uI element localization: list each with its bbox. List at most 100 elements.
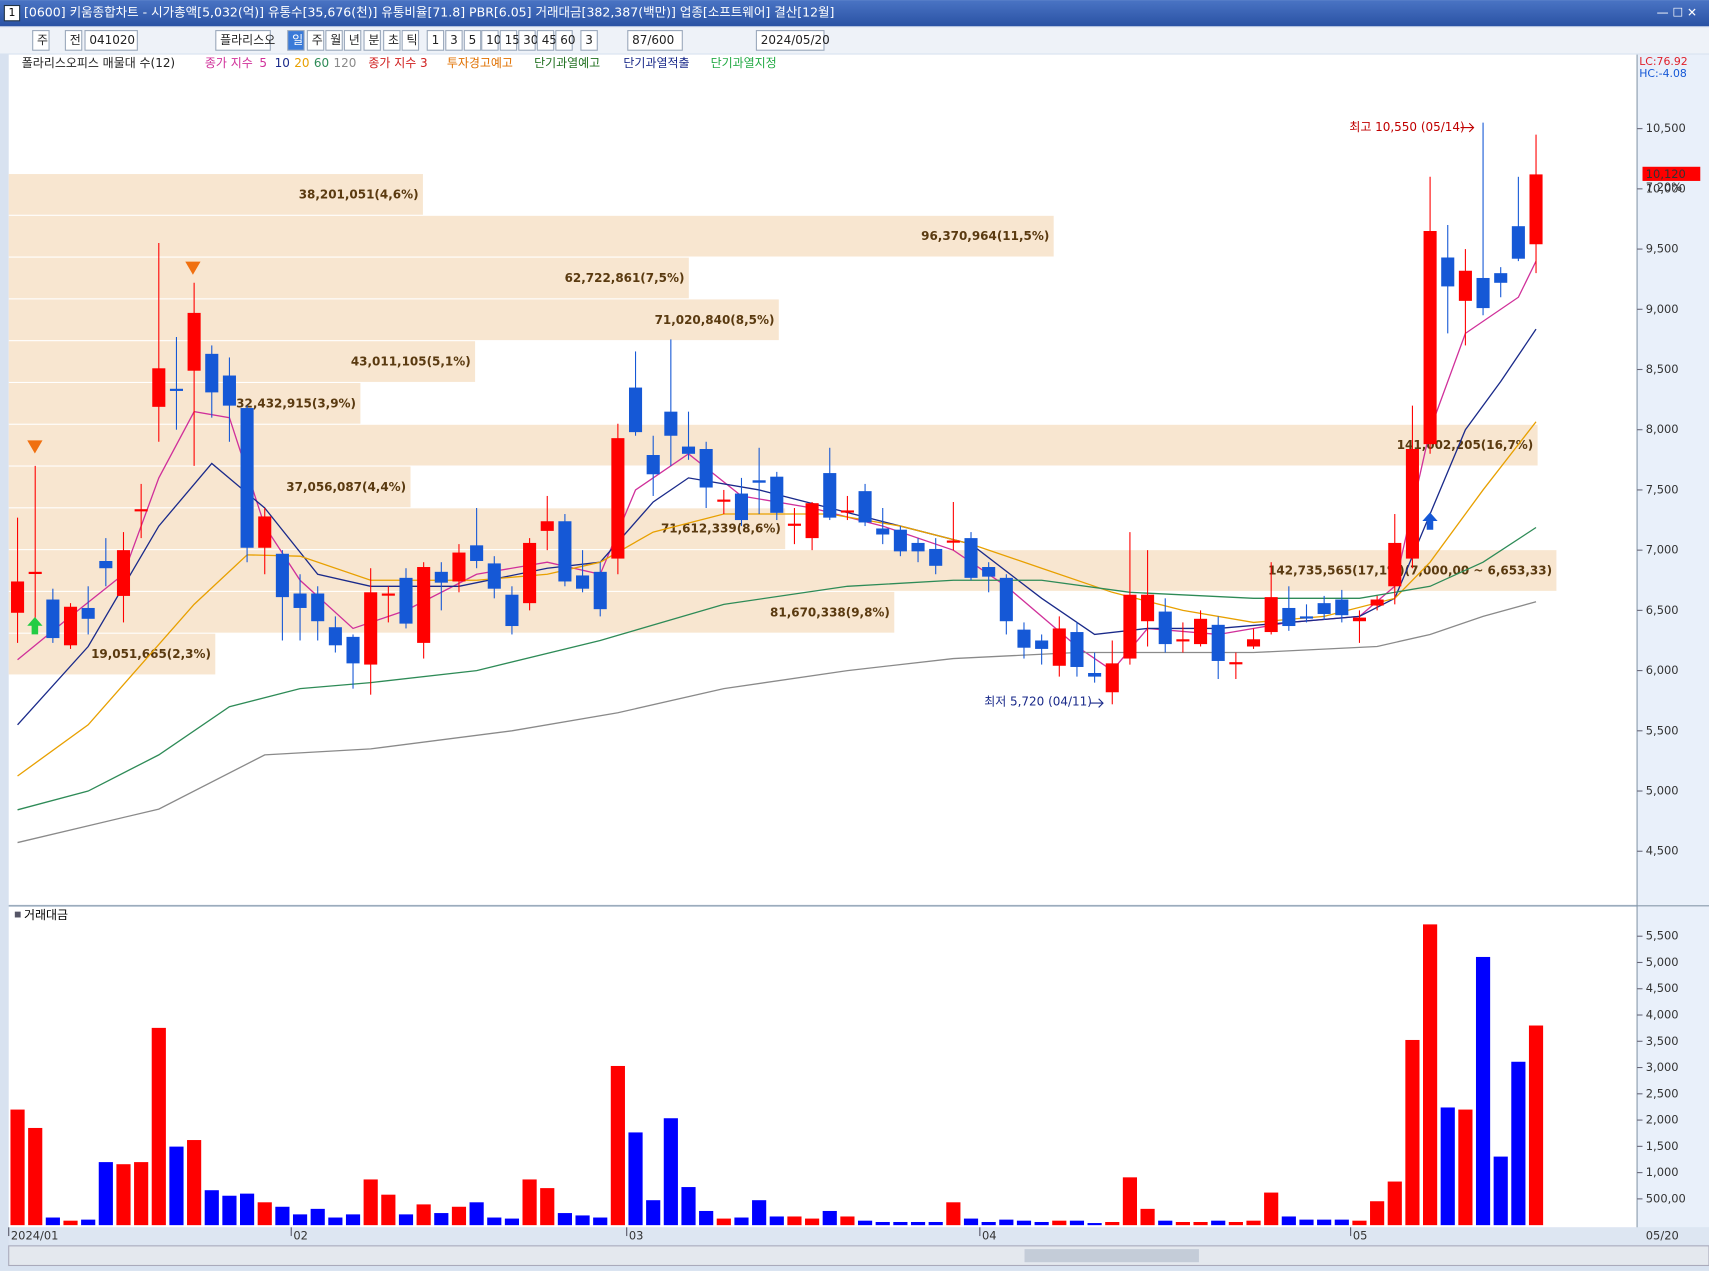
legend-entry: 투자경고예고	[447, 56, 513, 70]
last-price-tag	[1642, 166, 1701, 181]
candle-body	[1052, 628, 1066, 666]
candle-body	[805, 503, 819, 539]
candle-body	[505, 594, 519, 627]
candle-body	[152, 368, 166, 407]
volume-bar	[98, 1162, 113, 1226]
volume-bar	[1034, 1221, 1049, 1226]
volume-bar	[716, 1218, 731, 1226]
toolbar-button[interactable]	[580, 30, 598, 51]
candle-body	[470, 545, 484, 561]
volume-bar	[734, 1217, 749, 1226]
volume-bar	[504, 1218, 520, 1226]
volume-bar	[1264, 1192, 1279, 1226]
legend-entry: 단기과열지정	[711, 56, 777, 70]
volume-bar	[10, 1109, 25, 1226]
y-tick-label: 3,000	[1646, 1060, 1679, 1074]
toolbar-label: 일	[292, 33, 303, 47]
y-tick-label: 500,00	[1646, 1191, 1686, 1205]
volume-bar	[1423, 924, 1438, 1226]
toolbar-button[interactable]	[84, 30, 138, 51]
candle-body	[717, 499, 731, 502]
volume-bar	[363, 1179, 378, 1226]
toolbar-button[interactable]	[287, 30, 305, 51]
volume-bar	[522, 1179, 537, 1226]
volume-bar	[840, 1216, 855, 1226]
toolbar-button[interactable]	[343, 30, 362, 51]
toolbar-button[interactable]	[755, 30, 825, 51]
volume-bar	[292, 1214, 308, 1226]
volume-profile-band	[8, 382, 361, 424]
indicator-lc: LC:76.92	[1639, 55, 1687, 68]
candle-body	[787, 523, 801, 526]
volume-bar	[805, 1218, 820, 1226]
toolbar-button[interactable]	[426, 30, 445, 51]
scrollbar[interactable]	[8, 1245, 1709, 1267]
toolbar-label: 3	[450, 33, 458, 47]
toolbar-button[interactable]	[555, 30, 573, 51]
toolbar-label: 1	[432, 33, 440, 47]
toolbar-button[interactable]	[325, 30, 343, 51]
volume-profile-band	[8, 257, 689, 299]
toolbar-button[interactable]	[64, 30, 83, 51]
window-controls[interactable]: — ☐ ✕	[1657, 6, 1697, 20]
toolbar-label: 월	[330, 33, 341, 47]
volume-bar	[1528, 1025, 1544, 1226]
candle-body	[628, 387, 643, 433]
candle-body	[576, 575, 590, 589]
volume-bar	[593, 1217, 608, 1226]
volume-bar	[151, 1027, 166, 1226]
toolbar-button[interactable]	[445, 30, 463, 51]
candle-body	[1035, 640, 1049, 649]
toolbar-button[interactable]	[463, 30, 482, 51]
volume-bar	[116, 1164, 131, 1226]
candle-body	[311, 593, 325, 622]
toolbar-button[interactable]	[401, 30, 420, 51]
volume-profile-label: 43,011,105(5,1%)	[351, 355, 471, 369]
candle-body	[134, 509, 148, 512]
candle-body	[893, 529, 907, 552]
toolbar-button[interactable]	[536, 30, 555, 51]
volume-bar	[134, 1162, 149, 1226]
toolbar-button[interactable]	[499, 30, 518, 51]
candle-body	[1176, 639, 1190, 642]
toolbar-button[interactable]	[518, 30, 536, 51]
toolbar-button[interactable]	[383, 30, 401, 51]
candle-body	[1405, 448, 1419, 559]
volume-profile-band	[8, 424, 1538, 466]
volume-bar	[646, 1200, 661, 1226]
volume-profile-band	[8, 591, 895, 633]
volume-bar	[1317, 1219, 1332, 1226]
toolbar-button[interactable]	[627, 30, 683, 51]
volume-profile-label: 37,056,087(4,4%)	[286, 480, 406, 494]
volume-bar	[1387, 1181, 1402, 1226]
buy-signal	[1422, 512, 1438, 530]
candle-body	[734, 493, 749, 521]
candle-body	[1211, 624, 1225, 661]
scroll-thumb[interactable]	[1024, 1249, 1199, 1263]
candle-body	[540, 521, 554, 531]
y-tick-label: 10,000	[1646, 181, 1686, 195]
volume-bar	[275, 1206, 290, 1226]
candle-body	[770, 476, 784, 513]
candle-body	[1229, 662, 1243, 665]
volume-bar	[1016, 1220, 1032, 1226]
volume-bar	[1105, 1221, 1120, 1226]
candle-body	[823, 473, 837, 518]
y-tick-label: 8,000	[1646, 422, 1679, 436]
candle-body	[664, 411, 678, 436]
toolbar-button[interactable]	[306, 30, 325, 51]
candle-body	[381, 593, 395, 596]
x-tick-label: 03	[629, 1229, 644, 1243]
toolbar-button[interactable]	[215, 30, 271, 51]
candle-body	[1299, 616, 1314, 619]
toolbar-button[interactable]	[481, 30, 499, 51]
volume-bar	[240, 1193, 255, 1226]
toolbar-label: 주	[37, 33, 48, 47]
volume-bar	[946, 1202, 961, 1226]
volume-bar	[1458, 1109, 1473, 1226]
toolbar-button[interactable]	[363, 30, 381, 51]
y-tick-label: 4,000	[1646, 1008, 1679, 1022]
candle-body	[1194, 618, 1208, 645]
volume-profile-band	[8, 215, 1054, 257]
toolbar-button[interactable]	[32, 30, 50, 51]
